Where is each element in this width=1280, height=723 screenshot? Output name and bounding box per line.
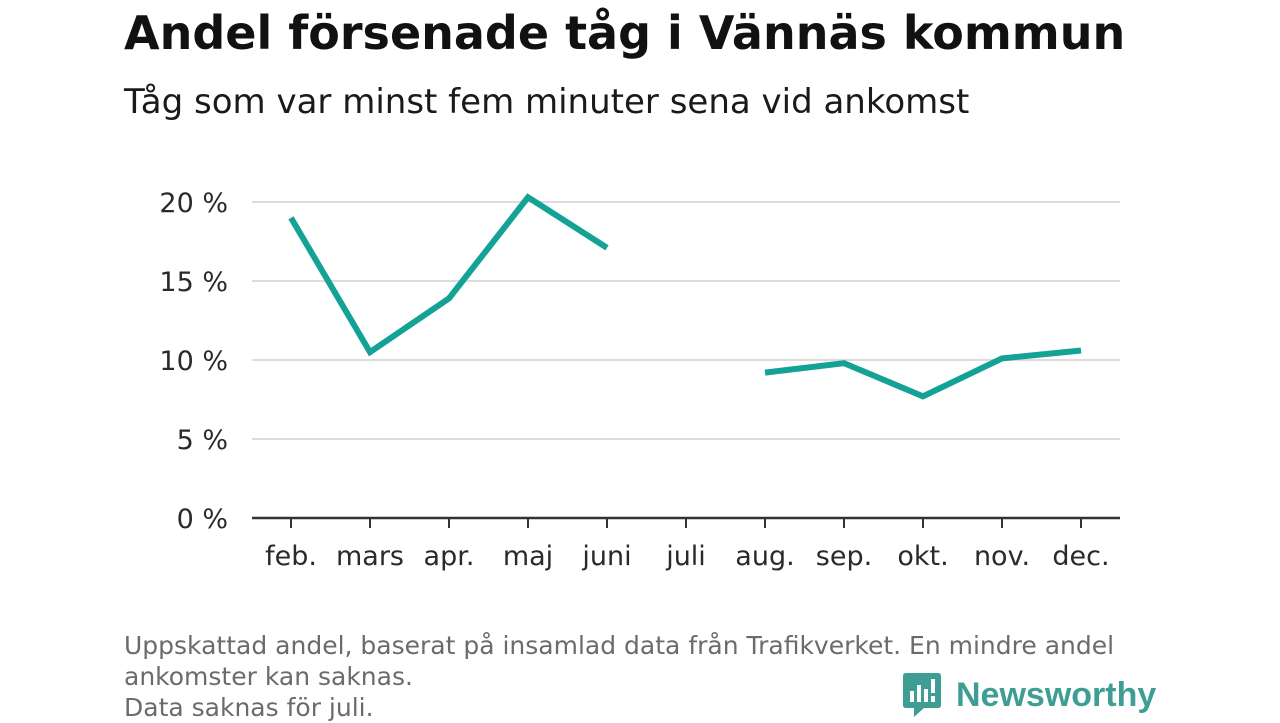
y-tick-label: 15 %	[159, 267, 228, 298]
y-tick-label: 0 %	[177, 504, 228, 535]
line-chart: 0 % 5 % 10 % 15 % 20 % feb. mars apr. maj juni ju…	[159, 188, 1120, 572]
series-line-segment	[764, 347, 1082, 400]
x-tick-label: aug.	[735, 541, 794, 572]
series-lines	[288, 193, 1082, 400]
gridlines	[252, 201, 1120, 440]
x-tick-label: maj	[503, 541, 553, 572]
y-tick-label: 20 %	[159, 188, 228, 219]
x-tick-label: okt.	[897, 541, 948, 572]
y-tick-label: 5 %	[177, 425, 228, 456]
newsworthy-logo-icon	[903, 673, 941, 717]
chart-title: Andel försenade tåg i Vännäs kommun	[124, 6, 1126, 60]
newsworthy-logo: Newsworthy	[902, 670, 1156, 720]
footnote-line-2: ankomster kan saknas.	[124, 662, 413, 691]
x-tick-label: dec.	[1052, 541, 1109, 572]
x-tick-label: juli	[665, 541, 706, 572]
y-tick-label: 10 %	[159, 346, 228, 377]
y-axis-ticks: 0 % 5 % 10 % 15 % 20 %	[159, 188, 228, 535]
x-tick-label: apr.	[424, 541, 475, 572]
x-tick-label: sep.	[816, 541, 872, 572]
x-tick-label: feb.	[265, 541, 317, 572]
newsworthy-logo-text: Newsworthy	[956, 675, 1157, 714]
footnote: Uppskattad andel, baserat på insamlad da…	[124, 630, 1164, 723]
x-axis: feb. mars apr. maj juni juli aug. sep. okt. nov. d…	[252, 516, 1120, 572]
x-tick-label: nov.	[974, 541, 1030, 572]
footnote-line-3: Data saknas för juli.	[124, 693, 374, 722]
series-line-segment	[288, 193, 609, 357]
x-tick-label: mars	[336, 541, 404, 572]
x-tick-label: juni	[581, 541, 631, 572]
footnote-line-1: Uppskattad andel, baserat på insamlad da…	[124, 631, 1115, 660]
chart-subtitle: Tåg som var minst fem minuter sena vid a…	[124, 82, 970, 122]
